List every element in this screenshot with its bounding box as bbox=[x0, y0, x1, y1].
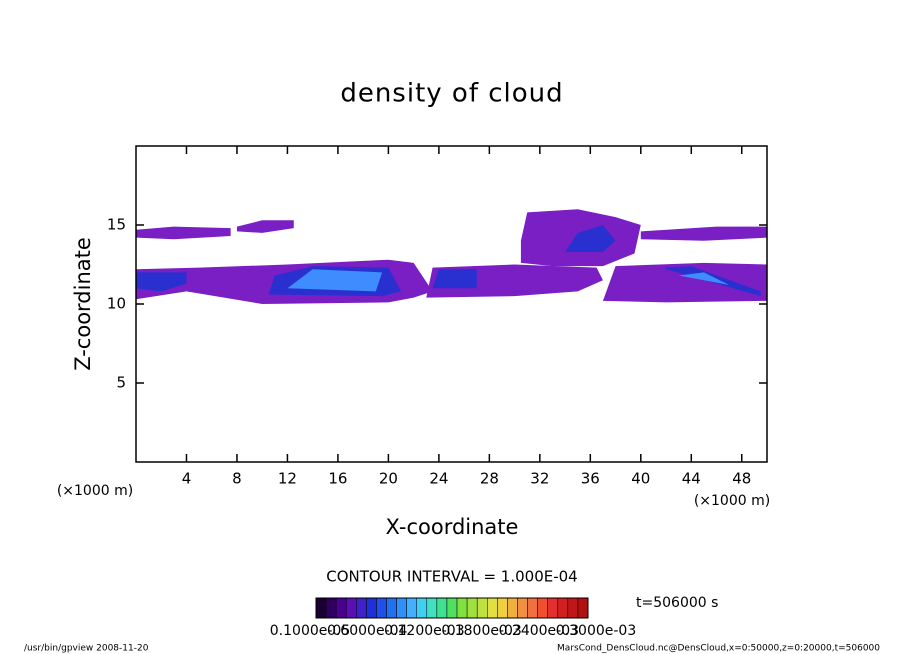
colorbar-cell bbox=[315, 597, 327, 619]
colorbar-cell bbox=[366, 597, 377, 619]
x-tick-label: 40 bbox=[631, 470, 650, 488]
x-tick-label: 24 bbox=[429, 470, 448, 488]
x-tick-label: 48 bbox=[732, 470, 751, 488]
footer-left: /usr/bin/gpview 2008-11-20 bbox=[24, 644, 149, 654]
colorbar-cell bbox=[517, 597, 528, 619]
colorbar-cell bbox=[345, 597, 357, 619]
cloud-region bbox=[136, 226, 231, 240]
cloud-region bbox=[678, 272, 730, 286]
x-axis-label: X-coordinate bbox=[386, 515, 519, 539]
colorbar-cell bbox=[507, 597, 518, 619]
x-tick-label: 16 bbox=[328, 470, 347, 488]
colorbar-cell bbox=[426, 597, 438, 619]
colorbar-cell bbox=[527, 597, 538, 619]
cloud-region bbox=[640, 226, 767, 241]
cloud-region bbox=[136, 272, 187, 292]
chart-title: density of cloud bbox=[340, 79, 563, 109]
colorbar-cell bbox=[436, 597, 448, 619]
colorbar-cell bbox=[567, 597, 579, 619]
colorbar-cell bbox=[476, 597, 488, 619]
x-tick-label: 28 bbox=[480, 470, 499, 488]
colorbar-cell bbox=[547, 597, 559, 619]
cloud-region bbox=[602, 262, 767, 303]
y-unit: (×1000 m) bbox=[57, 483, 133, 499]
colorbar-frame bbox=[315, 597, 589, 619]
contour-interval: CONTOUR INTERVAL = 1.000E-04 bbox=[326, 568, 577, 586]
colorbar-cell bbox=[456, 597, 468, 619]
plot-frame bbox=[135, 145, 768, 463]
x-tick-label: 8 bbox=[232, 470, 242, 488]
cloud-region bbox=[432, 269, 477, 289]
cloud-region bbox=[236, 220, 294, 233]
colorbar-label: 0.1800e-03 bbox=[441, 623, 521, 639]
x-tick-label: 32 bbox=[530, 470, 549, 488]
colorbar-cell bbox=[416, 597, 428, 619]
x-tick-label: 20 bbox=[379, 470, 398, 488]
y-tick-label: 15 bbox=[107, 216, 126, 234]
time-label: t=506000 s bbox=[636, 595, 718, 611]
colorbar-cell bbox=[406, 597, 417, 619]
footer-right: MarsCond_DensCloud.nc@DensCloud,x=0:5000… bbox=[557, 644, 880, 654]
colorbar-cell bbox=[356, 597, 367, 619]
y-tick-label: 5 bbox=[116, 374, 126, 392]
colorbar-label: 0.1000e-05 bbox=[270, 623, 350, 639]
colorbar-cell bbox=[487, 597, 498, 619]
colorbar-label: 0.3000e-03 bbox=[556, 623, 636, 639]
cloud-region bbox=[565, 225, 616, 252]
x-unit: (×1000 m) bbox=[694, 493, 770, 509]
colorbar-cell bbox=[537, 597, 548, 619]
colorbar-cell bbox=[386, 597, 397, 619]
cloud-region bbox=[287, 269, 383, 292]
colorbar-cell bbox=[335, 597, 347, 619]
colorbar-cell bbox=[396, 597, 407, 619]
colorbar-cell bbox=[446, 597, 458, 619]
colorbar-label: 0.2400e-03 bbox=[499, 623, 579, 639]
colorbar-cell bbox=[557, 597, 569, 619]
x-tick-label: 12 bbox=[278, 470, 297, 488]
colorbar-label: 0.6000e-04 bbox=[327, 623, 408, 639]
colorbar-cell bbox=[466, 597, 478, 619]
x-tick-label: 44 bbox=[682, 470, 701, 488]
x-tick-label: 36 bbox=[581, 470, 600, 488]
colorbar-label: 0.1200e-03 bbox=[384, 623, 464, 639]
y-axis-label: Z-coordinate bbox=[71, 237, 95, 371]
colorbar-cell bbox=[325, 597, 337, 619]
colorbar-cell bbox=[497, 597, 508, 619]
y-tick-label: 10 bbox=[107, 295, 126, 313]
x-tick-label: 4 bbox=[182, 470, 192, 488]
colorbar-cell bbox=[577, 597, 589, 619]
colorbar-cell bbox=[376, 597, 387, 619]
